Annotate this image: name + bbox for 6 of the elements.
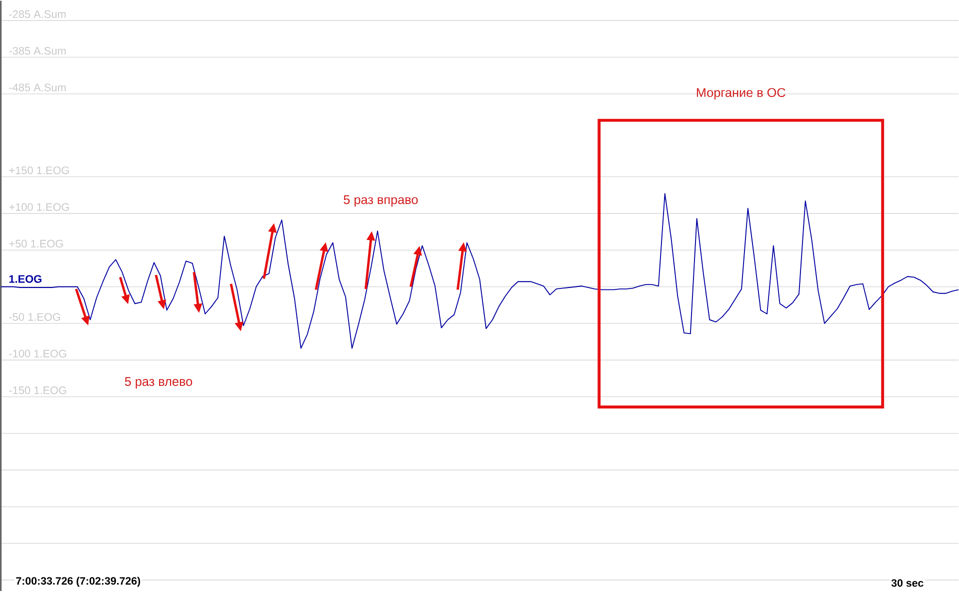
annotation: 5 раз влево [124,377,192,389]
annotation: 5 раз вправо [344,195,418,207]
annotation: 7:00:33.726 (7:02:39.726) [16,576,140,587]
annotation: Моргание в ОС [696,88,786,100]
series-label: 1.EOG [9,275,42,283]
annotation: 30 sec [891,579,924,587]
